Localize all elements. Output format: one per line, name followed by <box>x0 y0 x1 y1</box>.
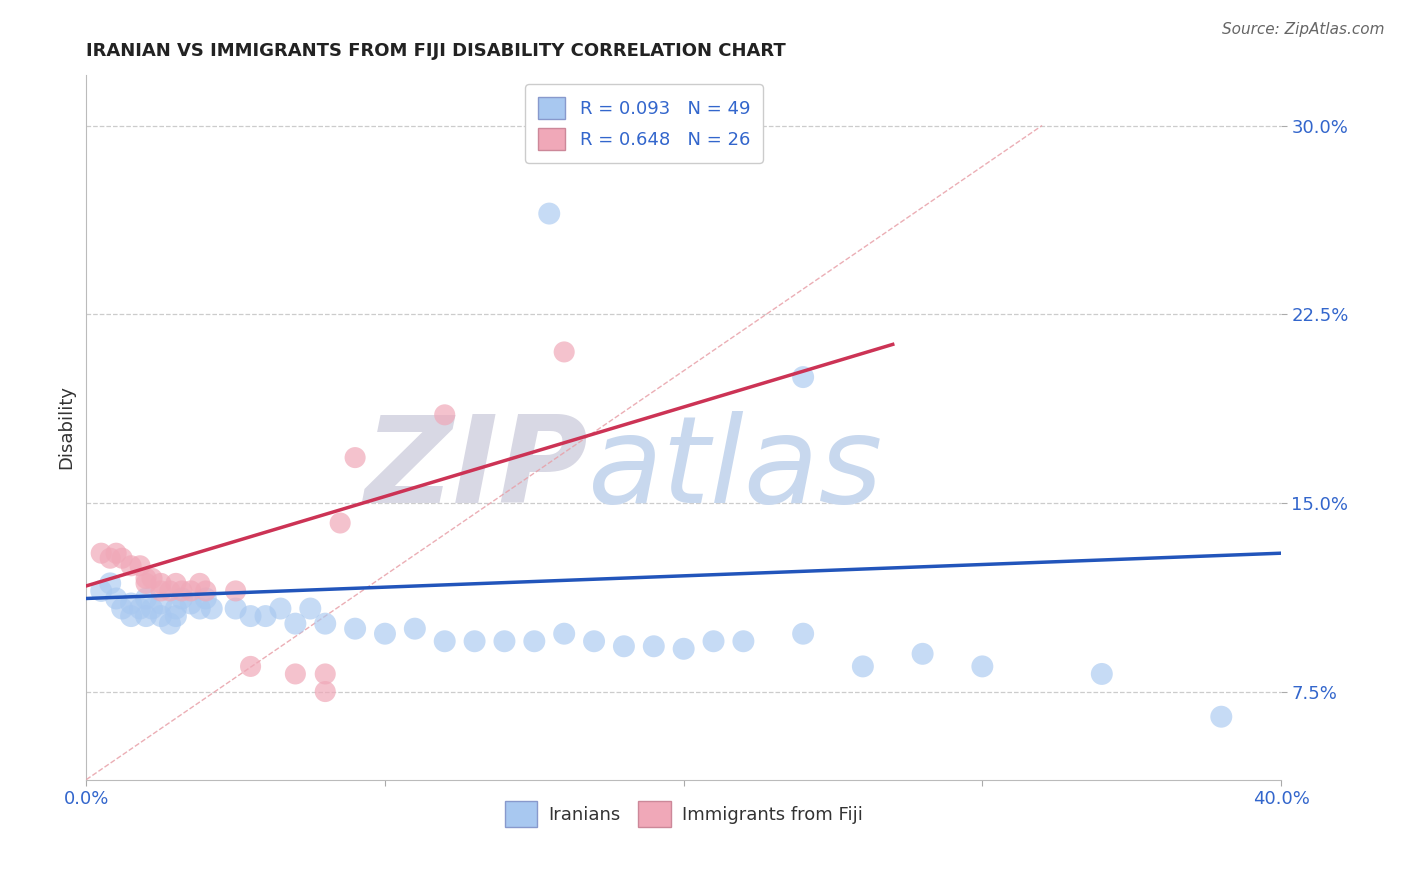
Point <box>284 667 307 681</box>
Point <box>149 609 172 624</box>
Point <box>672 641 695 656</box>
Point <box>284 616 307 631</box>
Point <box>141 571 163 585</box>
Point <box>225 601 247 615</box>
Point <box>120 609 142 624</box>
Text: Source: ZipAtlas.com: Source: ZipAtlas.com <box>1222 22 1385 37</box>
Point <box>90 583 112 598</box>
Point <box>120 597 142 611</box>
Point <box>523 634 546 648</box>
Point <box>329 516 352 530</box>
Point <box>129 601 152 615</box>
Point <box>613 640 636 654</box>
Point <box>733 634 755 648</box>
Point <box>105 591 128 606</box>
Point <box>170 583 193 598</box>
Point <box>188 601 211 615</box>
Point <box>165 609 187 624</box>
Point <box>149 583 172 598</box>
Point <box>111 601 134 615</box>
Point <box>165 601 187 615</box>
Point <box>135 571 157 585</box>
Point <box>314 667 336 681</box>
Point <box>111 551 134 566</box>
Point <box>553 345 575 359</box>
Point <box>141 601 163 615</box>
Text: atlas: atlas <box>588 411 883 528</box>
Point <box>105 546 128 560</box>
Point <box>464 634 486 648</box>
Point <box>583 634 606 648</box>
Point <box>225 583 247 598</box>
Point <box>911 647 934 661</box>
Point <box>120 558 142 573</box>
Point <box>792 626 814 640</box>
Point <box>314 684 336 698</box>
Point <box>972 659 994 673</box>
Point <box>135 576 157 591</box>
Point <box>494 634 516 648</box>
Point <box>344 622 367 636</box>
Point <box>852 659 875 673</box>
Point <box>149 576 172 591</box>
Point <box>135 609 157 624</box>
Point <box>194 591 217 606</box>
Point <box>98 576 121 591</box>
Point <box>538 206 561 220</box>
Point <box>201 601 224 615</box>
Point <box>1211 709 1233 723</box>
Point <box>188 576 211 591</box>
Point <box>299 601 322 615</box>
Point <box>239 659 262 673</box>
Point <box>170 591 193 606</box>
Legend: Iranians, Immigrants from Fiji: Iranians, Immigrants from Fiji <box>498 794 870 834</box>
Text: IRANIAN VS IMMIGRANTS FROM FIJI DISABILITY CORRELATION CHART: IRANIAN VS IMMIGRANTS FROM FIJI DISABILI… <box>86 42 786 60</box>
Point <box>344 450 367 465</box>
Point <box>180 583 202 598</box>
Point <box>433 408 456 422</box>
Point <box>643 640 665 654</box>
Point <box>149 597 172 611</box>
Point <box>1091 667 1114 681</box>
Point <box>159 616 181 631</box>
Point <box>90 546 112 560</box>
Point <box>314 616 336 631</box>
Point <box>792 370 814 384</box>
Point <box>269 601 291 615</box>
Point <box>239 609 262 624</box>
Point <box>129 558 152 573</box>
Point <box>374 626 396 640</box>
Point <box>702 634 724 648</box>
Point <box>135 591 157 606</box>
Point <box>404 622 426 636</box>
Point <box>433 634 456 648</box>
Point <box>553 626 575 640</box>
Point <box>194 583 217 598</box>
Y-axis label: Disability: Disability <box>58 385 75 469</box>
Point <box>254 609 277 624</box>
Point <box>98 551 121 566</box>
Point <box>159 583 181 598</box>
Text: ZIP: ZIP <box>364 411 588 528</box>
Point <box>180 597 202 611</box>
Point <box>165 576 187 591</box>
